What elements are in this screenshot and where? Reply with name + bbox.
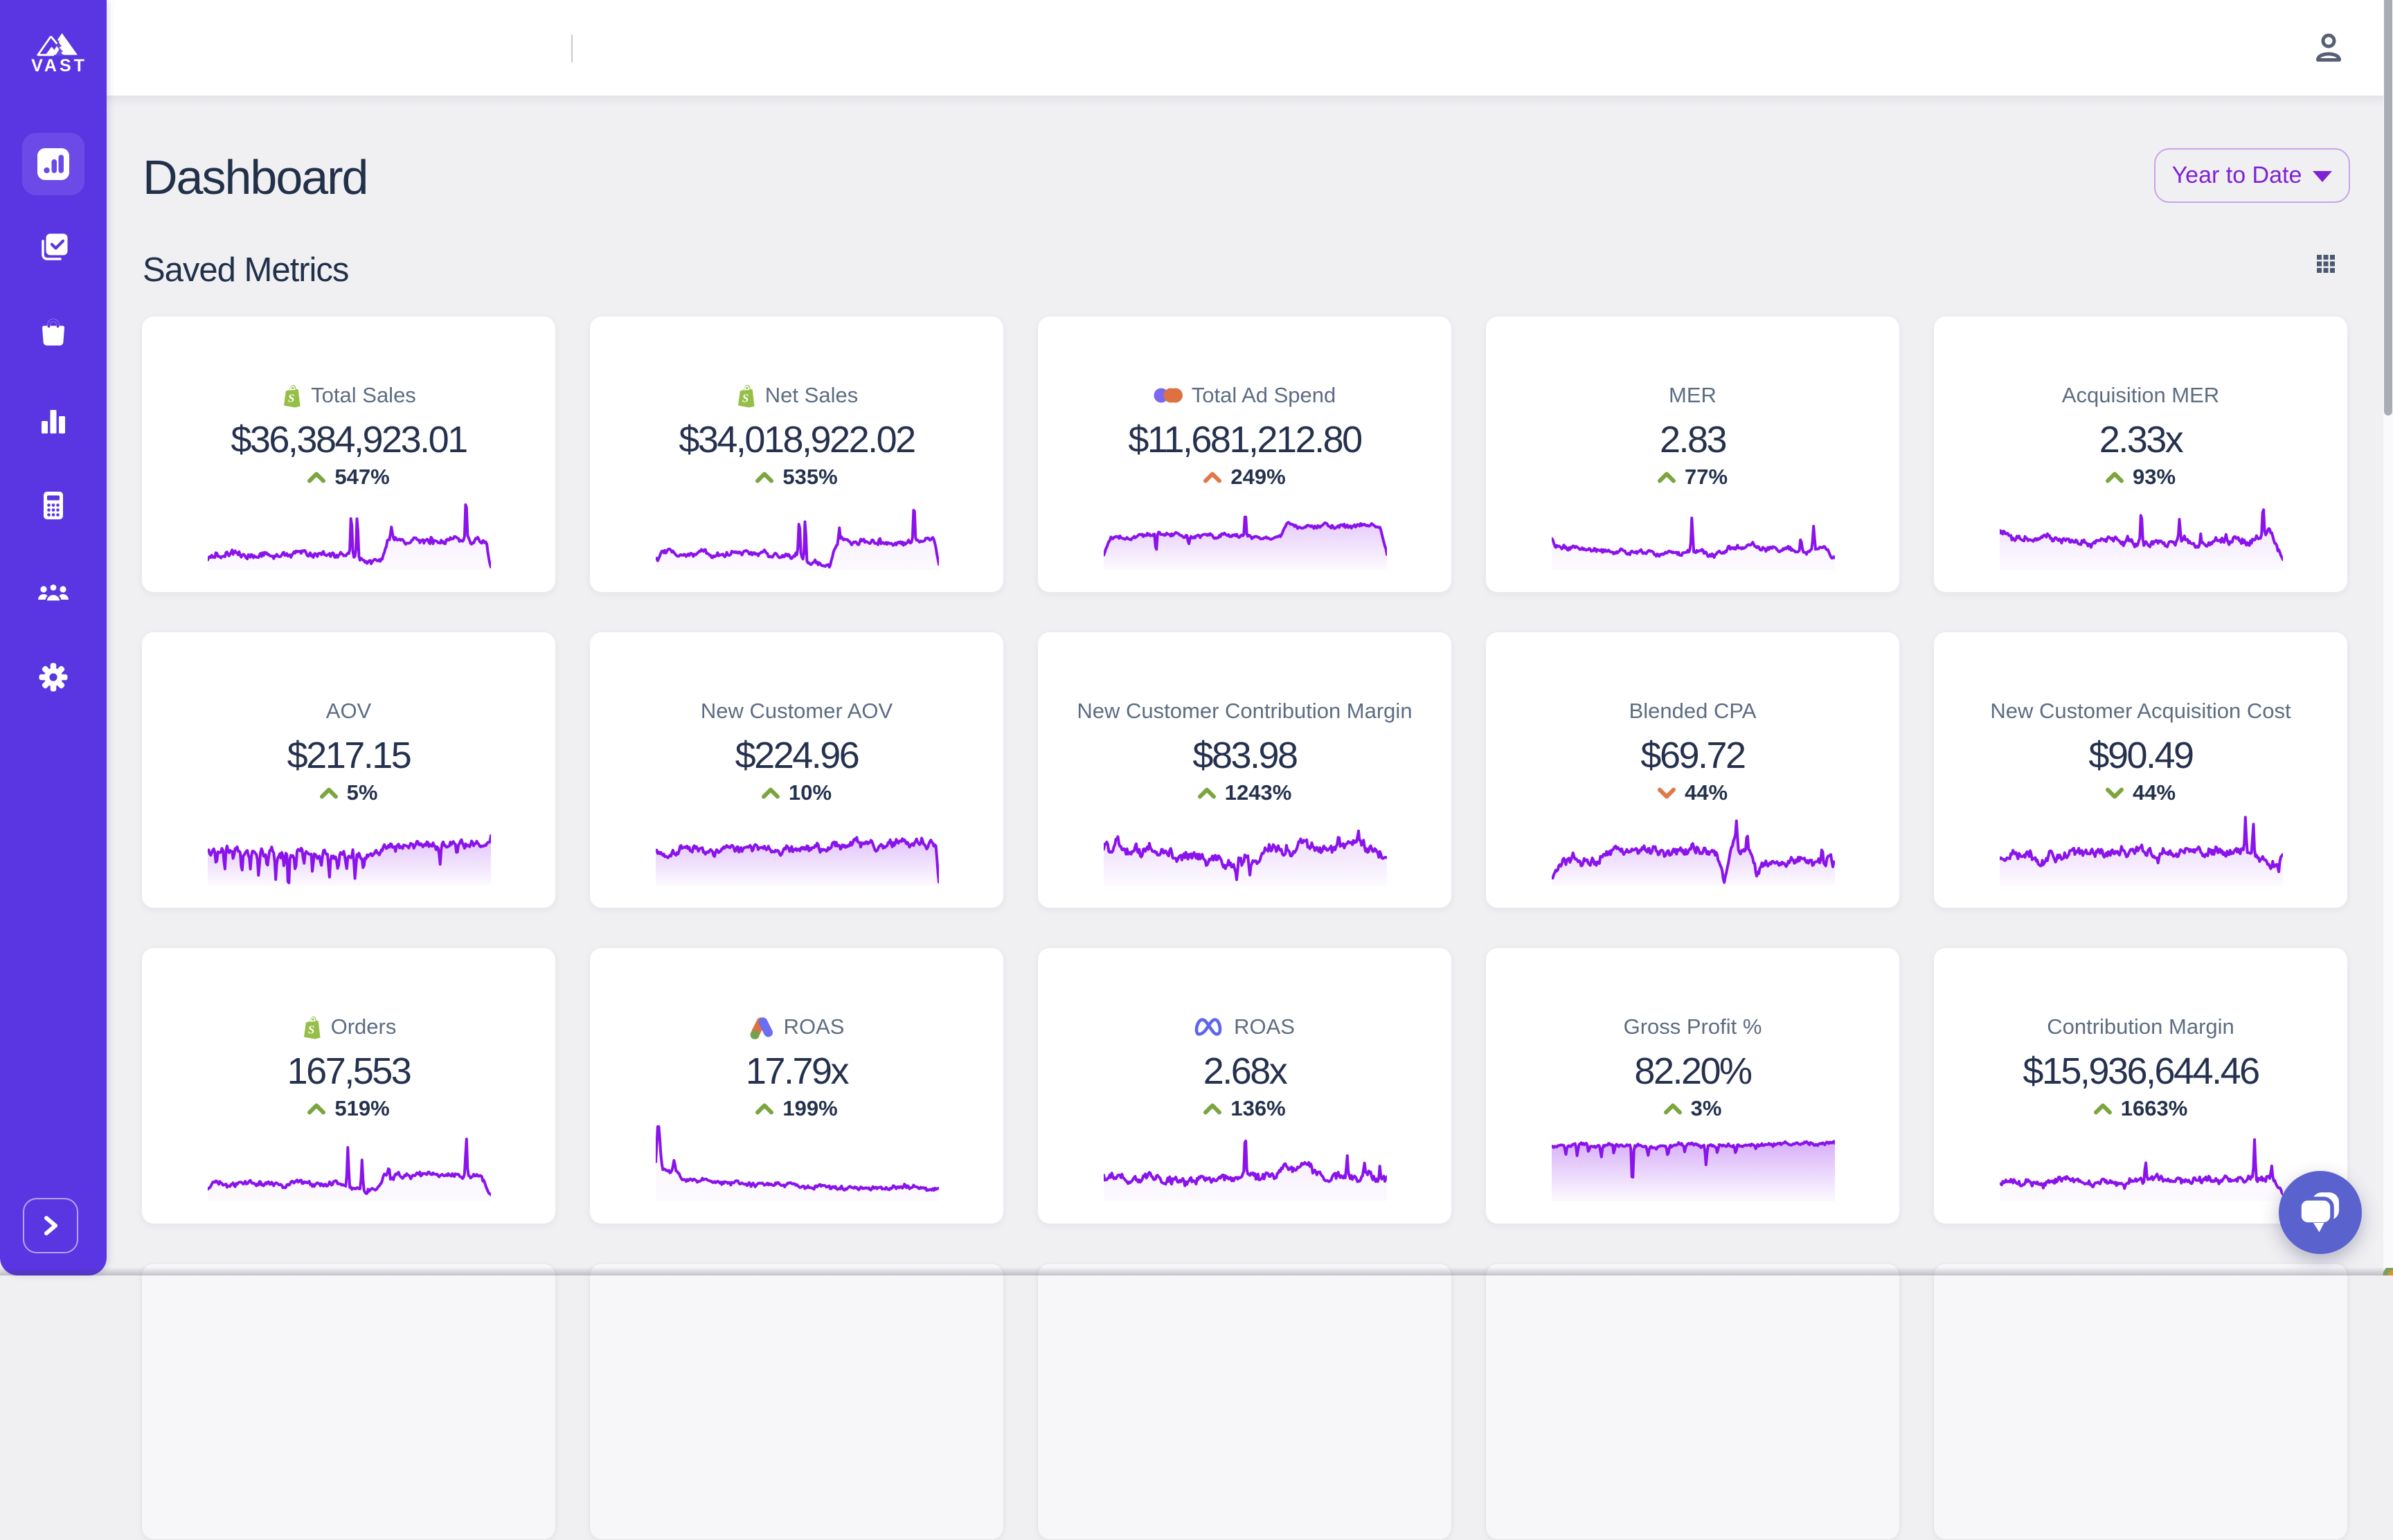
svg-text:S: S	[742, 392, 749, 405]
svg-text:S: S	[307, 1023, 314, 1037]
svg-text:S: S	[288, 392, 294, 405]
